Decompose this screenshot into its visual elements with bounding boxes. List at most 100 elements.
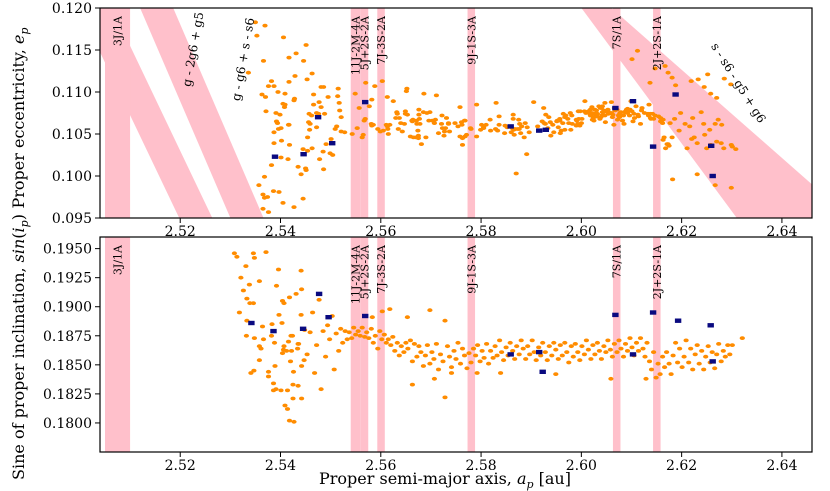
asteroid-point [260,192,266,197]
y-tick-label: 0.1825 [43,387,92,403]
asteroid-point [325,95,331,99]
asteroid-point [362,335,368,339]
asteroid-point [651,350,657,354]
asteroid-point [441,133,447,138]
asteroid-point [357,333,363,338]
asteroid-point [694,141,700,146]
asteroid-point [512,357,518,361]
asteroid-point [663,146,669,151]
asteroid-point [583,338,590,343]
asteroid-point [648,367,655,372]
asteroid-point [461,353,468,358]
asteroid-point [277,112,283,117]
asteroid-point [286,122,292,127]
secular-label: g - g6 + s - s6 [229,17,257,102]
asteroid-point [309,71,315,76]
asteroid-point [592,352,598,357]
family-member-point [672,92,679,97]
asteroid-point [466,351,472,356]
asteroid-point [278,138,285,143]
asteroid-point [261,174,268,179]
asteroid-point [729,144,735,149]
asteroid-point [593,108,600,113]
asteroid-point [631,111,637,116]
asteroid-point [536,345,542,350]
asteroid-point [423,135,429,140]
asteroid-point [635,114,642,119]
asteroid-point [714,139,720,144]
asteroid-point [287,359,294,364]
asteroid-point [433,93,439,98]
resonance-band-0 [105,8,131,218]
family-member-point [629,352,637,357]
asteroid-point [370,122,376,127]
asteroid-point [705,344,711,349]
asteroid-point [336,349,342,353]
asteroid-point [300,196,306,201]
asteroid-point [474,134,480,139]
asteroid-point [262,95,269,99]
family-member-point [325,315,332,320]
asteroid-point [718,359,724,364]
asteroid-point [607,347,614,352]
asteroid-point [468,360,474,365]
resonance-label: 7S/1A [611,244,624,278]
asteroid-point [569,122,575,126]
asteroid-point [247,301,253,306]
asteroid-point [328,137,334,141]
asteroid-point [427,361,433,366]
asteroid-point [322,111,328,116]
asteroid-point [708,91,714,96]
resonance-band-3 [377,237,385,452]
asteroid-point [522,121,528,125]
asteroid-point [285,339,292,344]
family-member-point [708,143,715,148]
asteroid-point [384,95,390,99]
asteroid-point [342,329,348,333]
y-tick-label: 0.1925 [43,271,92,287]
asteroid-point [582,99,588,104]
asteroid-point [544,358,550,363]
asteroid-point [276,190,282,194]
asteroid-point [288,349,295,353]
asteroid-point [268,163,275,168]
asteroid-point [647,80,653,85]
asteroid-point [542,350,548,354]
asteroid-point [555,357,561,361]
asteroid-point [231,251,237,256]
asteroid-point [304,77,310,82]
asteroid-point [702,132,708,137]
asteroid-point [563,113,569,118]
asteroid-point [295,164,301,169]
asteroid-point [273,111,279,115]
asteroid-point [488,128,494,133]
asteroid-point [364,330,370,335]
asteroid-point [518,338,524,343]
secular-band-2 [581,8,812,218]
y-tick-label: 0.115 [52,43,92,59]
resonance-band-3 [377,8,385,218]
asteroid-point [323,354,329,359]
asteroid-point [516,352,522,357]
asteroid-point [477,359,483,364]
asteroid-point [555,125,561,130]
asteroid-point [291,205,297,210]
asteroid-point [535,124,541,129]
asteroid-point [273,283,280,288]
asteroid-point [640,346,646,351]
asteroid-point [307,330,313,335]
asteroid-point [320,149,326,154]
asteroid-point [719,122,725,127]
asteroid-point [381,332,387,337]
asteroid-point [344,337,350,342]
asteroid-point [624,349,631,353]
asteroid-point [286,55,292,60]
asteroid-point [281,105,288,109]
asteroid-point [327,337,333,342]
asteroid-point [366,336,372,340]
family-member-point [709,359,716,364]
asteroid-point [637,122,644,126]
asteroid-point [666,143,672,148]
asteroid-point [503,345,509,350]
asteroid-point [260,337,267,342]
